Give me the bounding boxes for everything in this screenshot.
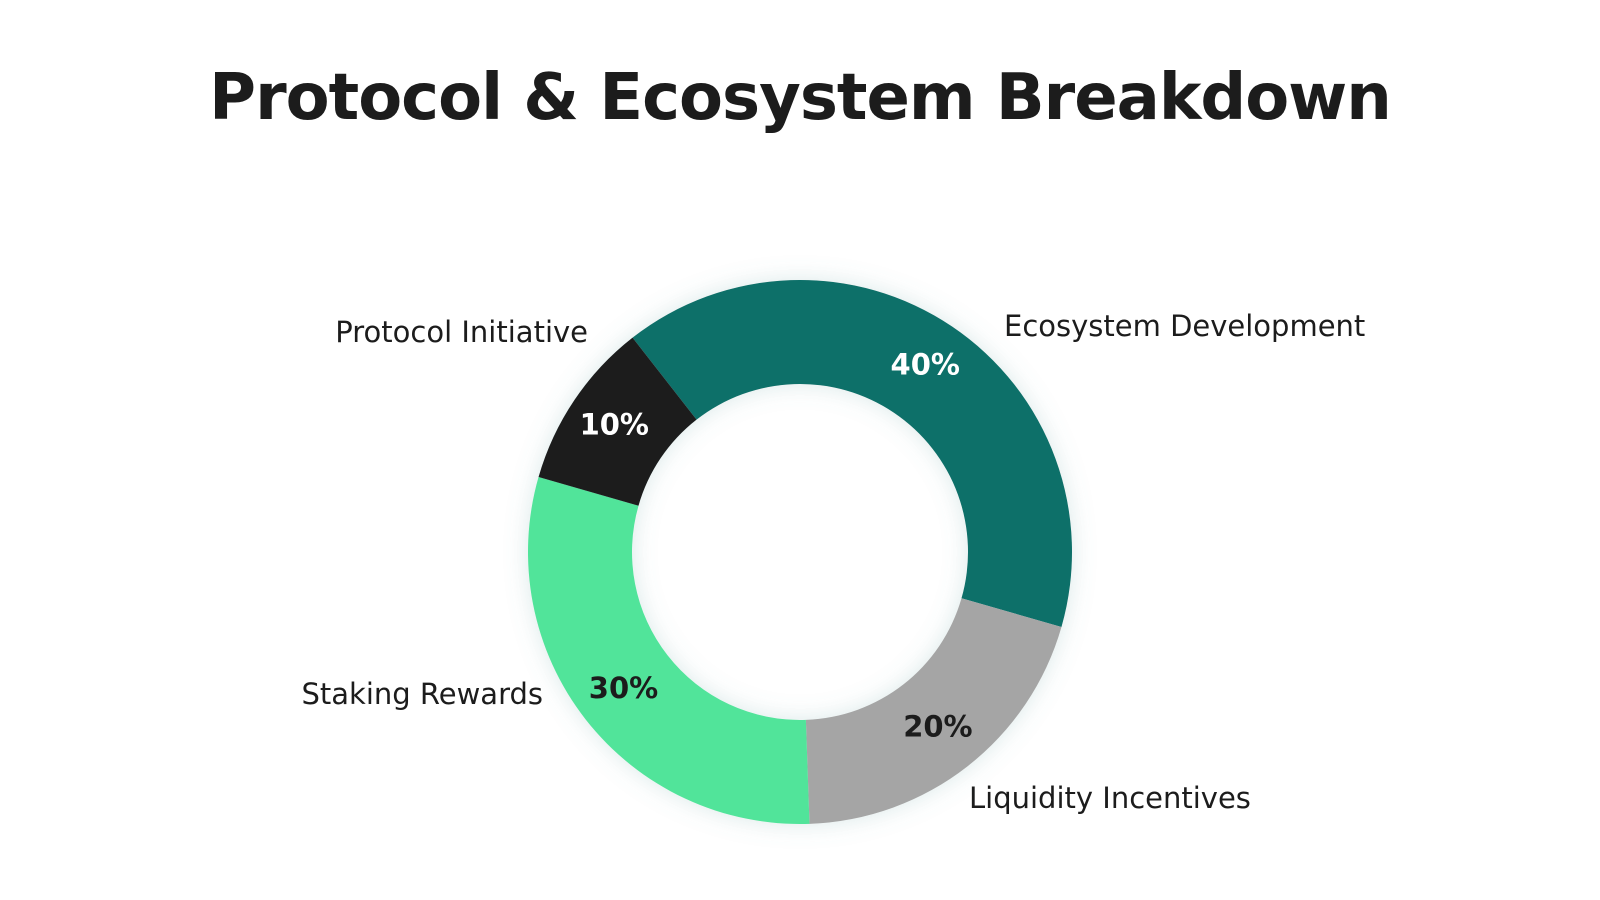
slice-percent-label: 30% (589, 671, 658, 705)
chart-title: Protocol & Ecosystem Breakdown (209, 61, 1392, 135)
slice-category-label: Protocol Initiative (335, 315, 588, 349)
slice-category-label: Liquidity Incentives (969, 781, 1251, 815)
slice-percent-labels: 40% 20% 30% 10% (580, 347, 973, 743)
donut-slice-3 (527, 477, 810, 825)
slice-category-label: Ecosystem Development (1004, 309, 1365, 343)
donut-slice-4 (538, 337, 697, 506)
slice-percent-label: 40% (891, 347, 960, 381)
donut-slice-1 (632, 280, 1072, 627)
slice-category-labels: Ecosystem Development Liquidity Incentive… (301, 309, 1365, 815)
slice-percent-label: 20% (903, 710, 972, 744)
donut-slice-2 (805, 598, 1062, 824)
slice-percent-label: 10% (580, 408, 649, 442)
slice-category-label: Staking Rewards (301, 677, 543, 711)
donut-slices (527, 280, 1072, 825)
